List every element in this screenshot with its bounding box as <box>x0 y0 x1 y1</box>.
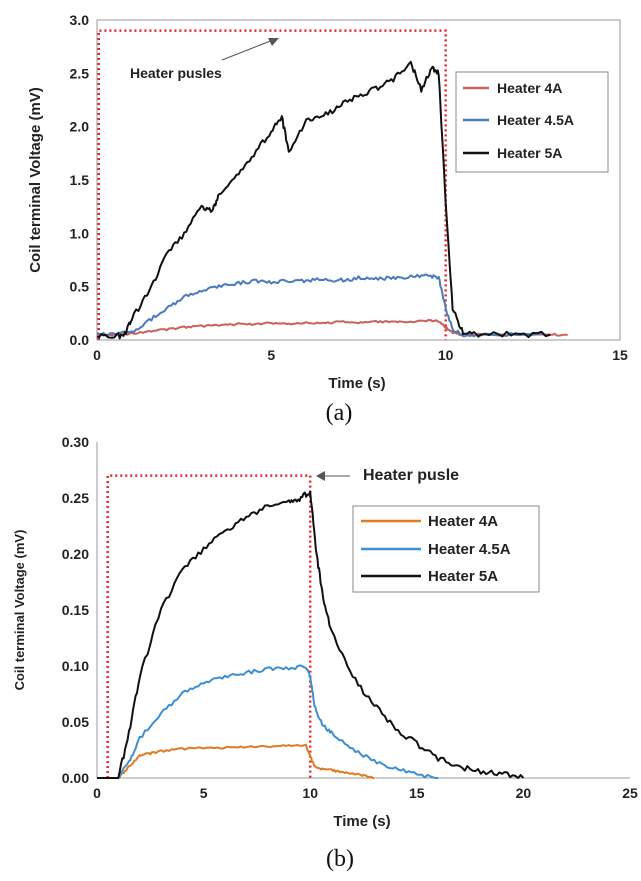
a-ytick-1: 0.5 <box>70 279 90 295</box>
panel-b-y-ticks: 0.00 0.05 0.10 0.15 0.20 0.25 0.30 <box>62 434 89 786</box>
b-ytick-6: 0.30 <box>62 434 89 450</box>
a-ytick-6: 3.0 <box>70 12 90 28</box>
legend-a-4A: Heater 4A <box>497 80 562 96</box>
a-xtick-1: 5 <box>267 347 275 363</box>
a-ytick-0: 0.0 <box>70 332 90 348</box>
b-xtick-4: 20 <box>516 785 532 801</box>
b-ytick-3: 0.15 <box>62 602 89 618</box>
a-ytick-5: 2.5 <box>70 65 90 81</box>
panel-a-y-ticks: 0.0 0.5 1.0 1.5 2.0 2.5 3.0 <box>70 12 90 348</box>
panel-b: Coil terminal Voltage (mV) Time (s) 0 5 10… <box>12 434 638 872</box>
b-xtick-5: 25 <box>622 785 638 801</box>
panel-a-plot-frame <box>96 19 621 341</box>
b-ytick-0: 0.00 <box>62 770 89 786</box>
legend-a-5A: Heater 5A <box>497 145 562 161</box>
panel-a-ylabel: Coil terminal Voltage (mV) <box>27 87 44 273</box>
a-xtick-2: 10 <box>438 347 454 363</box>
panel-b-legend: Heater 4A Heater 4.5A Heater 5A <box>352 505 540 593</box>
a-ytick-2: 1.0 <box>70 225 90 241</box>
panel-b-xlabel: Time (s) <box>333 813 390 830</box>
panel-a-x-ticks: 0 5 10 15 <box>93 347 628 363</box>
a-xtick-3: 15 <box>612 347 628 363</box>
b-series-0-line <box>97 743 375 779</box>
b-ytick-5: 0.25 <box>62 490 89 506</box>
a-series-0-line <box>96 318 568 337</box>
panel-b-caption: (b) <box>326 846 354 872</box>
a-series-1-line <box>96 273 551 338</box>
a-ytick-4: 2.0 <box>70 119 90 135</box>
a-series-2-line <box>96 60 551 340</box>
panel-a-annotation-arrow <box>221 38 279 61</box>
panel-a: Coil terminal Voltage (mV) Time (s) 0 5 10… <box>27 12 628 426</box>
b-xtick-3: 15 <box>409 785 425 801</box>
legend-a-4-5A: Heater 4.5A <box>497 112 574 128</box>
b-xtick-0: 0 <box>93 785 101 801</box>
panel-a-legend: Heater 4A Heater 4.5A Heater 5A <box>455 71 609 173</box>
b-ytick-4: 0.20 <box>62 546 89 562</box>
panel-a-plot <box>96 29 568 340</box>
b-xtick-1: 5 <box>200 785 208 801</box>
b-ytick-2: 0.10 <box>62 658 89 674</box>
b-heater-pulse <box>106 474 312 778</box>
panel-b-x-ticks: 0 5 10 15 20 25 <box>93 785 638 801</box>
panel-a-xlabel: Time (s) <box>328 375 385 392</box>
b-xtick-2: 10 <box>302 785 318 801</box>
panel-b-ylabel: Coil terminal Voltage (mV) <box>12 530 27 691</box>
panel-b-plot <box>97 474 525 779</box>
a-xtick-0: 0 <box>93 347 101 363</box>
b-series-2-line <box>97 490 525 779</box>
panel-b-annotation: Heater pusle <box>363 467 459 484</box>
a-ytick-3: 1.5 <box>70 172 90 188</box>
b-series-1-line <box>97 664 439 779</box>
legend-b-4-5A: Heater 4.5A <box>428 541 511 558</box>
b-ytick-1: 0.05 <box>62 714 89 730</box>
panel-a-annotation: Heater pusles <box>130 65 222 81</box>
panel-b-annotation-arrow <box>316 471 350 481</box>
panel-a-caption: (a) <box>326 400 353 426</box>
legend-b-5A: Heater 5A <box>428 568 498 585</box>
legend-b-4A: Heater 4A <box>428 513 498 530</box>
